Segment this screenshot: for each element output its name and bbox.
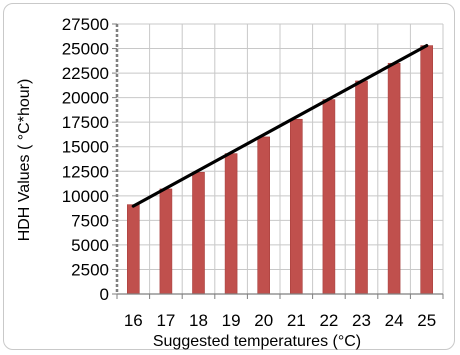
y-tick-label: 0	[100, 285, 109, 304]
bar	[192, 171, 205, 295]
x-tick-label: 18	[189, 311, 208, 330]
y-tick-label: 12500	[62, 162, 109, 181]
x-tick-label: 20	[254, 311, 273, 330]
y-tick-label: 5000	[71, 236, 109, 255]
x-tick-label: 19	[222, 311, 241, 330]
y-tick-label: 27500	[62, 15, 109, 34]
bar	[127, 204, 140, 295]
y-tick-label: 25000	[62, 40, 109, 59]
bar	[257, 136, 271, 295]
y-tick-labels: 0 2500 5000 7500 10000 12500 15000 17500 20000 22…	[62, 15, 109, 304]
y-tick-label: 15000	[62, 138, 109, 157]
trendline-group	[131, 43, 429, 208]
x-tick-label: 24	[385, 311, 404, 330]
y-axis-title: HDH Values ( °C*hour)	[16, 79, 33, 242]
bar	[387, 62, 401, 295]
bar	[420, 45, 434, 295]
x-tick-label: 21	[287, 311, 306, 330]
y-tick-label: 2500	[71, 260, 109, 279]
bars	[127, 45, 434, 295]
x-tick-labels: 16 17 18 19 20 21 22 23 24 25	[124, 311, 436, 330]
y-tick-label: 22500	[62, 64, 109, 83]
bar	[355, 80, 368, 295]
x-tick-label: 25	[417, 311, 436, 330]
y-tick-label: 20000	[62, 89, 109, 108]
bar	[289, 118, 303, 295]
trendline	[131, 43, 429, 208]
y-tick-label: 17500	[62, 113, 109, 132]
x-tick-label: 17	[156, 311, 175, 330]
x-tick-label: 23	[352, 311, 371, 330]
x-tick-label: 22	[319, 311, 338, 330]
x-tick-label: 16	[124, 311, 143, 330]
bar	[224, 153, 238, 295]
axes	[112, 23, 444, 299]
y-tick-label: 10000	[62, 187, 109, 206]
x-axis-title: Suggested temperatures (°C)	[153, 333, 361, 350]
bar	[322, 99, 336, 295]
y-tick-label: 7500	[71, 211, 109, 230]
bar	[159, 188, 173, 295]
